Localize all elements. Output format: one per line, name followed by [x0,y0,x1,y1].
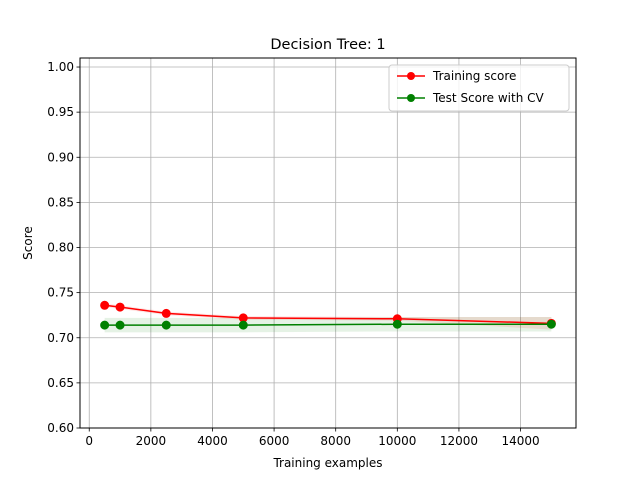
y-tick-label: 1.00 [47,60,74,74]
y-tick-label: 0.90 [47,150,74,164]
y-tick-label: 0.65 [47,376,74,390]
y-tick-label: 0.85 [47,195,74,209]
point-series-1 [161,320,171,330]
legend-marker [407,94,415,102]
point-series-1 [392,319,402,329]
chart-title: Decision Tree: 1 [270,37,385,53]
point-series-1 [546,319,556,329]
x-tick-label: 4000 [197,434,228,448]
legend-marker [407,72,415,80]
y-tick-label: 0.60 [47,421,74,435]
x-axis-title: Training examples [272,456,382,470]
point-series-1 [238,320,248,330]
point-series-0 [115,302,125,312]
x-tick-label: 2000 [136,434,167,448]
legend-label: Test Score with CV [432,91,545,105]
point-series-1 [115,320,125,330]
x-tick-label: 8000 [320,434,351,448]
legend-box [388,64,570,112]
series-points [100,300,556,330]
y-tick-label: 0.80 [47,241,74,255]
point-series-0 [100,300,110,310]
axis-ticks: 0 2000 4000 6000 8000 10000 12000 14000 0.60 0.65… [47,60,539,448]
legend-label: Training score [432,69,516,83]
point-series-0 [161,308,171,318]
legend: Training score Test Score with CV [388,64,570,112]
y-axis-title: Score [21,226,35,260]
x-tick-label: 12000 [440,434,478,448]
x-tick-label: 0 [85,434,93,448]
y-tick-label: 0.95 [47,105,74,119]
y-tick-label: 0.75 [47,286,74,300]
y-tick-label: 0.70 [47,331,74,345]
x-tick-label: 14000 [501,434,539,448]
band-series-0 [104,303,552,330]
x-tick-label: 10000 [378,434,416,448]
plot-frame [79,57,577,429]
point-series-1 [100,320,110,330]
x-tick-label: 6000 [259,434,290,448]
